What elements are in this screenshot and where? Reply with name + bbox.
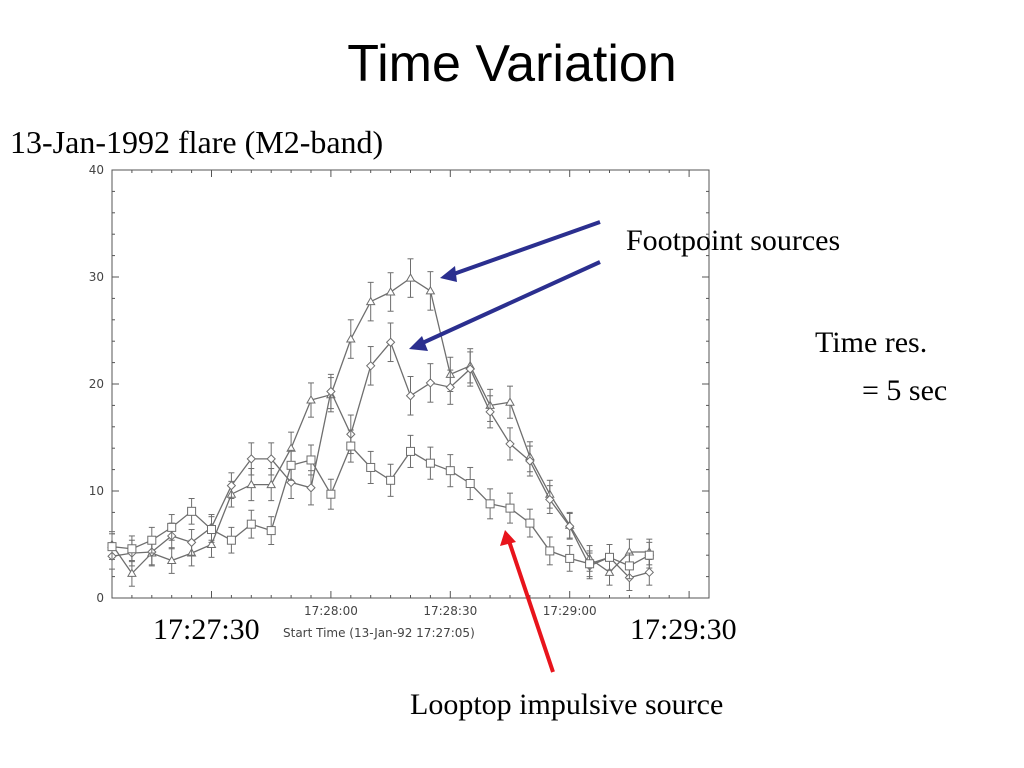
data-point-square	[107, 542, 117, 552]
data-point-diamond	[465, 364, 475, 374]
data-point-triangle	[405, 273, 416, 282]
data-point-square	[585, 559, 595, 569]
slide-subtitle: 13-Jan-1992 flare (M2-band)	[10, 124, 384, 160]
data-point-diamond	[445, 382, 456, 392]
data-point-square	[147, 535, 157, 545]
data-point-square	[366, 462, 376, 472]
y-tick-label: 30	[89, 270, 104, 284]
series-line	[111, 444, 650, 567]
data-point-square	[605, 552, 614, 562]
axes-layer: 0 10 20 30 40 17:28:00 17:28:30 17:29:00	[89, 163, 709, 618]
data-point-triangle	[166, 555, 177, 565]
data-point-square	[187, 506, 197, 516]
data-point-diamond	[385, 337, 396, 347]
data-point-square	[246, 519, 256, 529]
data-point-diamond	[186, 537, 197, 548]
data-point-triangle	[604, 567, 615, 576]
footpoint-arrowhead-upper	[440, 266, 457, 282]
data-point-square	[286, 460, 296, 470]
x-tick-label: 17:29:00	[543, 604, 597, 618]
data-point-triangle	[266, 479, 277, 489]
data-layer	[107, 258, 655, 592]
data-point-square	[167, 522, 177, 532]
footpoint-arrow-lower	[417, 260, 601, 347]
data-point-triangle	[345, 334, 356, 343]
data-point-square	[386, 475, 396, 485]
data-point-square	[226, 535, 236, 545]
data-point-triangle	[206, 539, 217, 548]
looptop-arrowhead	[500, 530, 516, 546]
footpoint-label: Footpoint sources	[626, 224, 841, 257]
data-point-square	[406, 446, 415, 456]
data-point-triangle	[246, 479, 257, 489]
x-left-time-label: 17:27:30	[153, 613, 260, 646]
data-point-triangle	[306, 395, 316, 404]
data-point-diamond	[365, 361, 376, 371]
time-res-label: Time res.	[815, 326, 928, 359]
data-point-triangle	[385, 286, 396, 296]
series-line	[111, 277, 650, 575]
data-point-diamond	[326, 386, 336, 397]
data-point-square	[207, 525, 216, 535]
data-point-diamond	[246, 454, 257, 464]
data-point-square	[425, 458, 435, 468]
data-point-diamond	[505, 439, 515, 449]
y-tick-label: 0	[96, 591, 104, 605]
time-res-value: = 5 sec	[862, 374, 948, 407]
data-point-square	[644, 550, 654, 560]
data-point-square	[545, 546, 555, 556]
data-point-square	[127, 544, 137, 554]
x-tick-label: 17:28:30	[423, 604, 477, 618]
data-point-triangle	[127, 568, 137, 577]
y-tick-label: 10	[89, 484, 104, 498]
data-point-triangle	[365, 296, 376, 306]
data-point-diamond	[545, 494, 555, 505]
data-point-square	[326, 489, 336, 499]
data-point-square	[306, 455, 316, 465]
y-tick-label: 40	[89, 163, 104, 177]
data-point-square	[624, 561, 634, 571]
x-axis-label: Start Time (13-Jan-92 17:27:05)	[283, 626, 475, 640]
x-tick-label: 17:28:00	[304, 604, 358, 618]
x-right-time-label: 17:29:30	[630, 613, 737, 646]
series-diamond	[107, 322, 655, 592]
looptop-label: Looptop impulsive source	[410, 688, 724, 721]
data-point-diamond	[266, 454, 276, 464]
data-point-square	[465, 479, 475, 489]
slide-title: Time Variation	[347, 35, 677, 93]
footpoint-arrowhead-lower	[409, 336, 428, 351]
data-point-square	[485, 499, 495, 509]
data-point-diamond	[226, 480, 237, 491]
data-point-triangle	[505, 397, 515, 406]
data-point-diamond	[644, 567, 655, 578]
data-point-square	[565, 553, 575, 563]
data-point-diamond	[525, 456, 535, 466]
data-point-square	[266, 526, 276, 536]
data-point-diamond	[405, 391, 416, 401]
data-point-triangle	[425, 285, 436, 295]
series-line	[111, 341, 650, 579]
data-point-diamond	[425, 378, 436, 388]
y-tick-label: 20	[89, 377, 104, 391]
data-point-square	[445, 466, 455, 476]
data-point-diamond	[306, 483, 316, 493]
data-point-square	[505, 503, 515, 513]
data-point-diamond	[485, 407, 495, 417]
data-point-square	[346, 441, 356, 451]
series-square	[107, 429, 654, 580]
data-point-diamond	[564, 521, 575, 532]
footpoint-arrow-upper	[447, 220, 601, 278]
series-triangle	[107, 258, 655, 587]
looptop-arrow	[507, 540, 555, 673]
data-point-square	[525, 518, 535, 528]
